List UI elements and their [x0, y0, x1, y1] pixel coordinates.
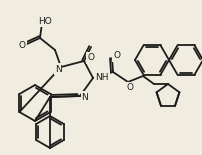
- Text: HO: HO: [38, 16, 52, 26]
- Text: O: O: [126, 84, 134, 93]
- Text: O: O: [87, 53, 95, 62]
- Text: N: N: [82, 93, 88, 102]
- Text: N: N: [55, 64, 61, 73]
- Text: O: O: [114, 51, 121, 60]
- Text: O: O: [19, 40, 25, 49]
- Text: NH: NH: [95, 73, 109, 82]
